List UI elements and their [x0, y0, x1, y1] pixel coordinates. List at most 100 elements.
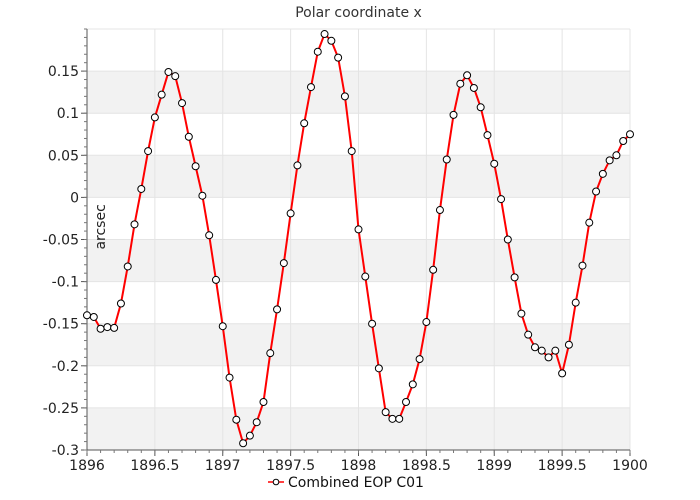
data-point: [469, 83, 478, 92]
data-point: [612, 151, 621, 160]
y-tick-label: -0.3: [52, 443, 79, 459]
data-point: [252, 418, 261, 427]
data-point: [137, 184, 146, 193]
data-point: [150, 113, 159, 122]
data-point: [178, 99, 187, 108]
data-point: [395, 414, 404, 423]
data-point: [171, 72, 180, 81]
series-group: [83, 30, 634, 448]
data-point: [347, 147, 356, 156]
data-point: [476, 103, 485, 112]
data-point: [435, 206, 444, 215]
data-point: [232, 415, 241, 424]
data-point: [402, 398, 411, 407]
y-tick-label: 0.15: [48, 64, 79, 80]
data-point: [598, 169, 607, 178]
x-axis-ticks: 1896 1896.5 1897 1897.5 1898 1898.5 1899 1899.5…: [69, 450, 648, 474]
data-point: [157, 90, 166, 99]
data-point: [96, 324, 105, 333]
data-point: [571, 298, 580, 307]
data-point: [334, 53, 343, 62]
y-axis-ticks: -0.3 -0.25 -0.2 -0.15 -0.1 -0.05 0 0.05 0.1 0.15: [43, 28, 87, 459]
data-point: [110, 323, 119, 332]
data-point: [306, 83, 315, 92]
data-point: [388, 414, 397, 423]
data-point: [191, 162, 200, 171]
data-point: [184, 132, 193, 141]
data-point: [300, 119, 309, 128]
data-point: [415, 355, 424, 364]
chart-title: Polar coordinate x: [295, 5, 422, 21]
data-point: [340, 92, 349, 101]
x-tick-label: 1898: [341, 458, 377, 474]
data-point: [266, 349, 275, 358]
data-point: [205, 231, 214, 240]
data-point: [381, 408, 390, 417]
data-point: [103, 323, 112, 332]
x-tick-label: 1899.5: [538, 458, 587, 474]
legend: Combined EOP C01: [268, 475, 424, 491]
data-point: [239, 439, 248, 448]
data-point: [449, 110, 458, 119]
y-tick-label: 0.05: [48, 148, 79, 164]
data-point: [293, 161, 302, 170]
y-tick-label: 0: [70, 190, 79, 206]
x-tick-label: 1897: [205, 458, 241, 474]
y-tick-label: -0.15: [43, 317, 79, 333]
data-point: [592, 187, 601, 196]
x-tick-label: 1896: [69, 458, 105, 474]
data-point: [374, 364, 383, 373]
data-point: [578, 261, 587, 270]
data-point: [83, 311, 91, 320]
data-point: [619, 136, 628, 145]
x-tick-label: 1899: [476, 458, 512, 474]
data-point: [626, 130, 634, 139]
y-tick-label: -0.1: [52, 275, 79, 291]
data-point: [605, 156, 614, 165]
data-point: [116, 299, 125, 308]
data-point: [327, 36, 336, 45]
data-point: [463, 71, 472, 80]
legend-label: Combined EOP C01: [288, 475, 424, 491]
data-point: [123, 262, 132, 271]
data-point: [503, 235, 512, 244]
data-point: [361, 272, 370, 281]
data-point: [429, 265, 438, 274]
data-point: [259, 398, 268, 407]
x-tick-label: 1898.5: [402, 458, 451, 474]
data-point: [225, 373, 234, 382]
data-point: [279, 259, 288, 268]
data-point: [144, 147, 153, 156]
data-point: [483, 131, 492, 140]
data-point: [211, 275, 220, 284]
y-tick-label: -0.2: [52, 359, 79, 375]
legend-marker-swatch: [272, 478, 280, 486]
x-tick-label: 1896.5: [130, 458, 179, 474]
data-point: [313, 47, 322, 56]
data-point: [164, 67, 173, 76]
x-tick-label: 1897.5: [266, 458, 315, 474]
data-point: [442, 155, 451, 164]
x-tick-label: 1900: [612, 458, 648, 474]
y-axis-label: arcsec: [93, 204, 109, 249]
data-point: [368, 319, 377, 328]
y-tick-label: 0.1: [57, 106, 79, 122]
data-point: [551, 346, 560, 355]
data-point: [497, 195, 506, 204]
data-point: [564, 340, 573, 349]
y-tick-label: -0.05: [43, 233, 79, 249]
data-point: [530, 343, 539, 352]
data-point: [585, 218, 594, 227]
data-point: [320, 30, 329, 39]
data-point: [354, 225, 363, 234]
data-point: [517, 309, 526, 318]
data-point: [490, 159, 499, 168]
data-point: [198, 191, 207, 200]
data-point: [273, 305, 282, 314]
data-point: [544, 353, 553, 362]
data-point: [286, 209, 295, 218]
data-point: [456, 79, 465, 88]
data-point: [408, 380, 417, 389]
